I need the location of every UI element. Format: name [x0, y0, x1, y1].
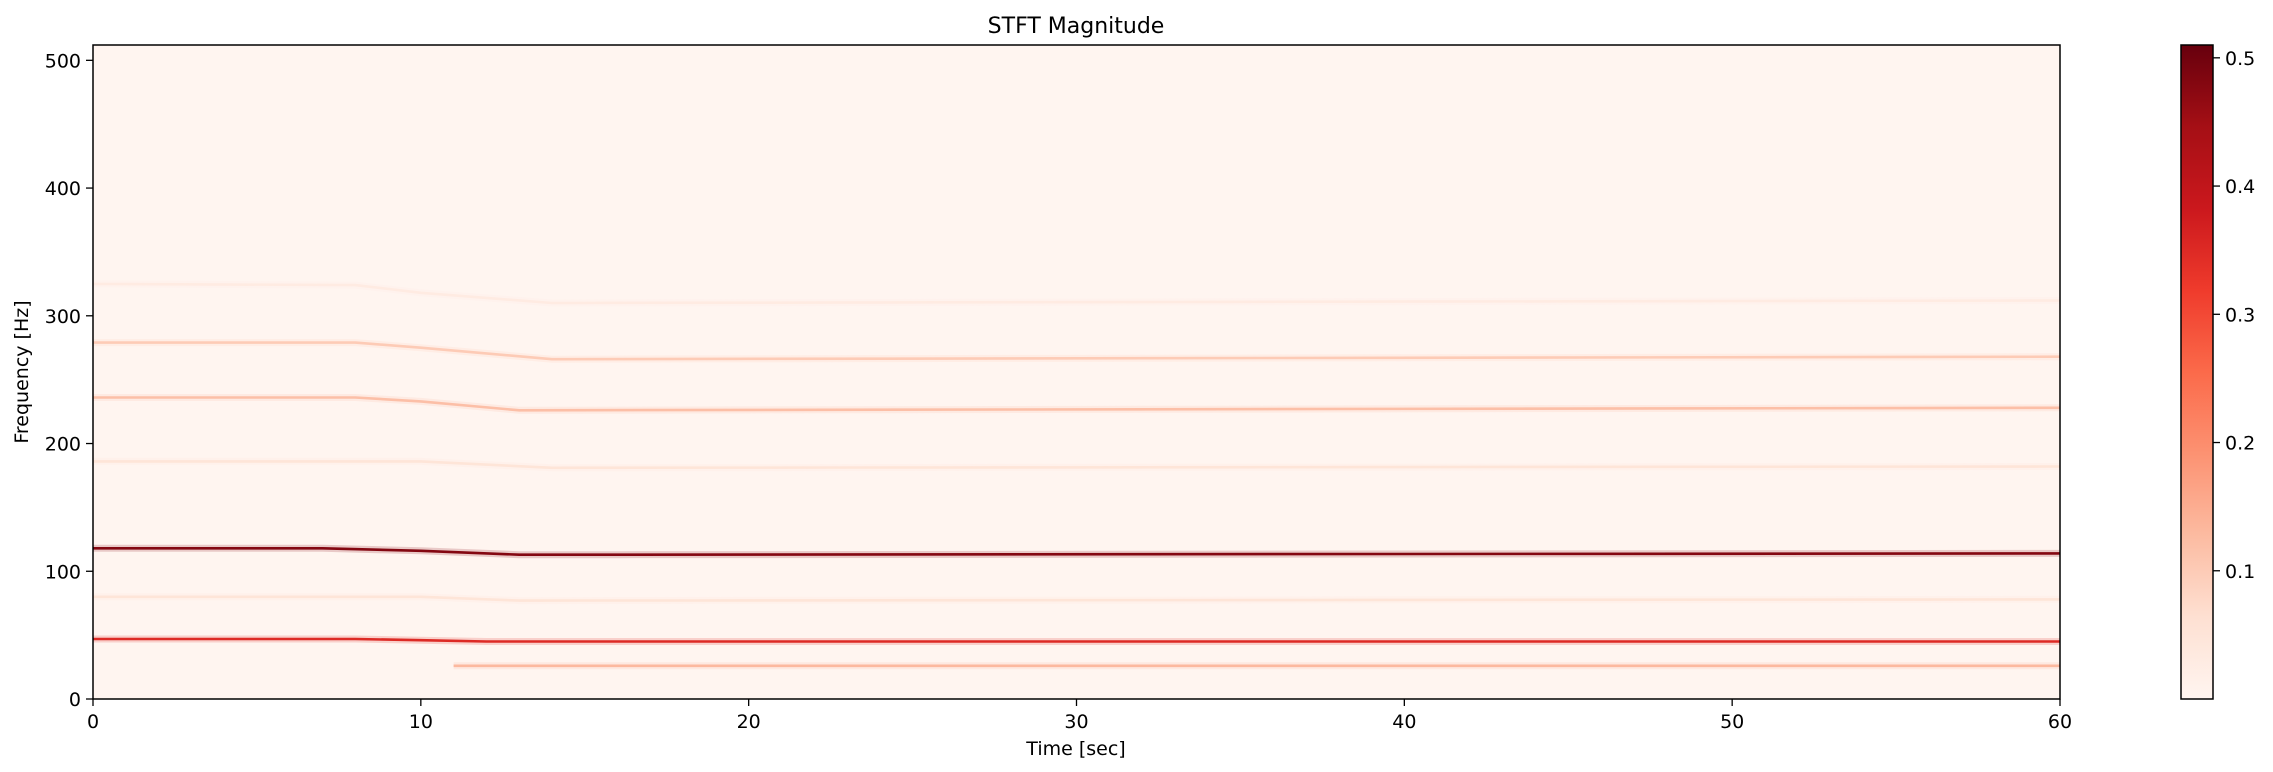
- x-tick-label: 50: [1720, 711, 1744, 733]
- spectral-line: [93, 396, 2060, 412]
- y-tick-label: 400: [45, 178, 81, 200]
- y-tick-label: 0: [69, 689, 81, 711]
- x-tick-label: 30: [1064, 711, 1088, 733]
- spectral-line: [93, 547, 2060, 556]
- y-tick-label: 200: [45, 434, 81, 456]
- colorbar: [2180, 44, 2214, 700]
- x-tick-label: 0: [87, 711, 99, 733]
- x-axis: 0 10 20 30 40 50 60: [87, 699, 2072, 733]
- colorbar-axis: 0.1 0.2 0.3 0.4 0.5: [2213, 48, 2255, 583]
- colorbar-tick-label: 0.2: [2225, 433, 2255, 455]
- y-axis: 0 100 200 300 400 500: [45, 50, 93, 711]
- colorbar-tick-label: 0.1: [2225, 561, 2255, 583]
- spectral-line: [93, 282, 2060, 305]
- heatmap-layer: [93, 280, 2060, 670]
- spectral-line: [93, 341, 2060, 361]
- x-tick-label: 40: [1392, 711, 1416, 733]
- spectral-line: [93, 595, 2060, 602]
- x-tick-label: 10: [409, 711, 433, 733]
- spectral-line: [93, 637, 2060, 643]
- x-tick-label: 60: [2048, 711, 2072, 733]
- colorbar-tick-label: 0.5: [2225, 48, 2255, 70]
- y-tick-label: 100: [45, 561, 81, 583]
- y-tick-label: 300: [45, 306, 81, 328]
- y-axis-label: Frequency [Hz]: [11, 300, 33, 443]
- spectral-line: [93, 460, 2060, 470]
- colorbar-tick-label: 0.3: [2225, 304, 2255, 326]
- chart-title: STFT Magnitude: [988, 14, 1165, 39]
- plot-area: [93, 45, 2060, 699]
- colorbar-tick-label: 0.4: [2225, 176, 2255, 198]
- x-axis-label: Time [sec]: [1025, 738, 1125, 760]
- x-tick-label: 20: [737, 711, 761, 733]
- y-tick-label: 500: [45, 50, 81, 72]
